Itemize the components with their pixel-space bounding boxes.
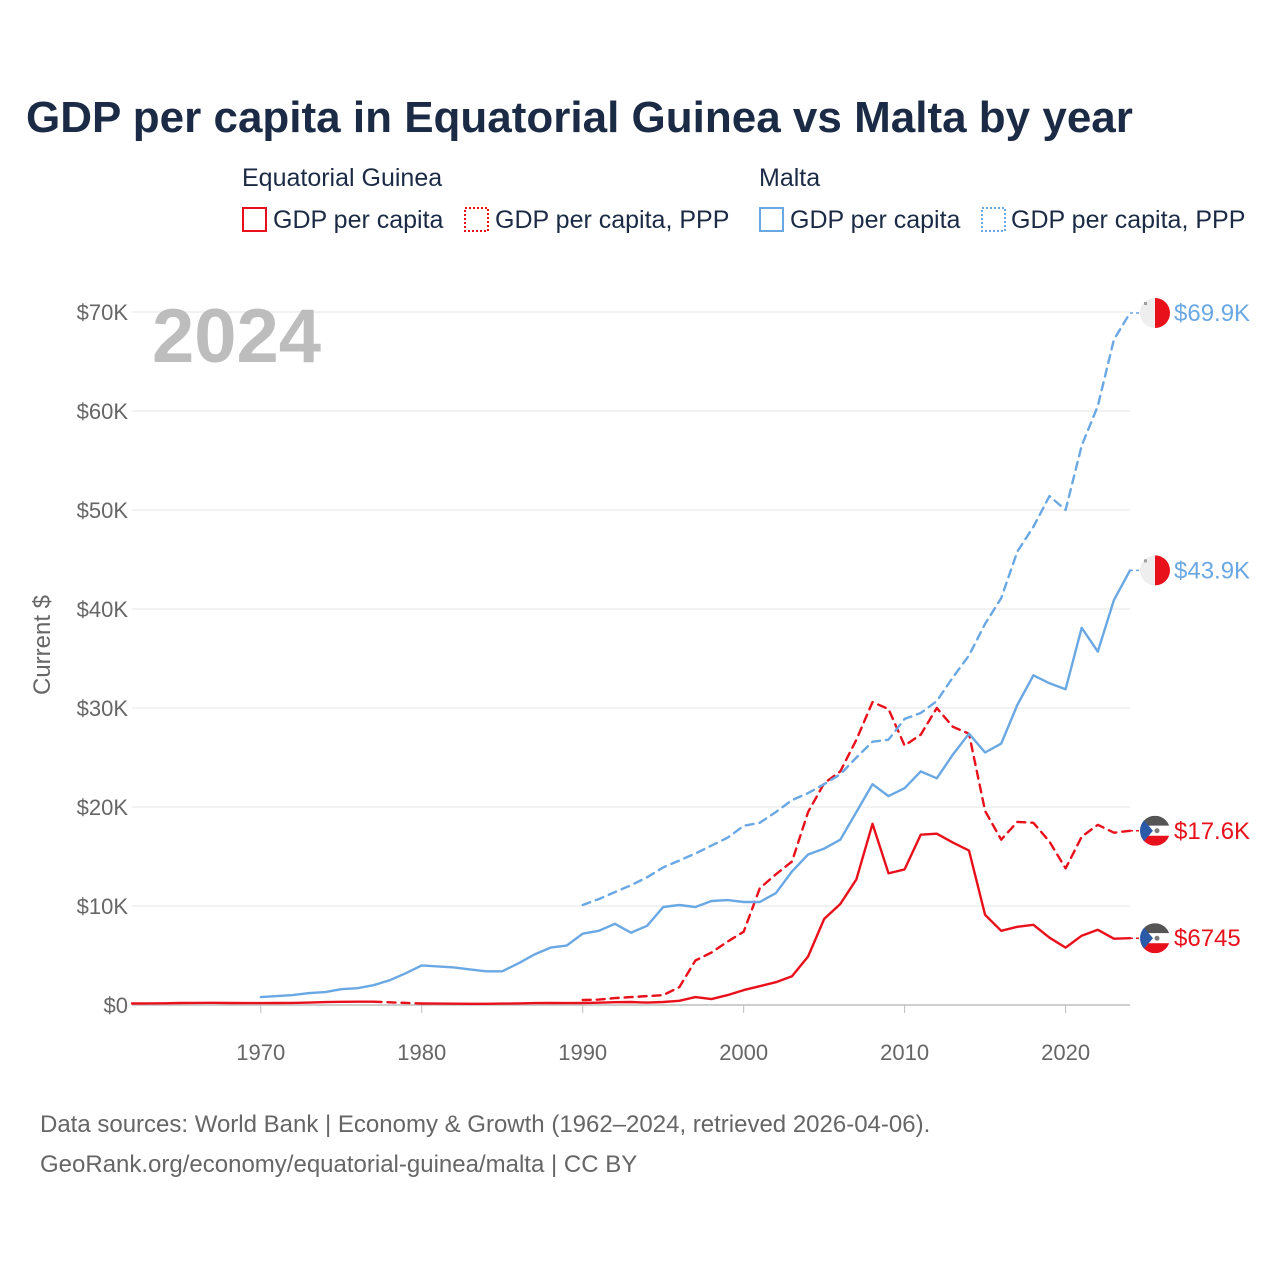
year-label: 2024	[152, 294, 321, 379]
series-line-solid	[259, 569, 1132, 999]
series-line-solid	[420, 822, 1132, 1005]
legend-item-eg-gdp: GDP per capita	[273, 206, 444, 234]
equatorial-guinea-flag-icon	[1140, 923, 1170, 954]
gridlines	[132, 311, 1130, 1006]
malta-flag-icon	[1140, 297, 1170, 328]
y-tick-label: $20K	[77, 795, 129, 820]
legend-swatch-eg-gdp	[242, 207, 267, 232]
y-tick-label: $10K	[77, 894, 129, 919]
legend-item-mt-ppp: GDP per capita, PPP	[1011, 206, 1245, 234]
y-tick-label: $60K	[77, 399, 129, 424]
series-line-dashed	[372, 1000, 423, 1005]
series-line-dashed	[581, 700, 1132, 1002]
x-tick-label: 2020	[1041, 1040, 1090, 1065]
end-value-label: $17.6K	[1174, 818, 1250, 845]
series-lines	[130, 311, 1132, 1005]
legend-item-mt-gdp: GDP per capita	[790, 206, 961, 234]
x-tick-label: 1990	[558, 1040, 607, 1065]
malta-flag-icon	[1140, 555, 1170, 586]
x-tick-label: 2000	[719, 1040, 768, 1065]
legend-group-malta: Malta	[759, 164, 820, 192]
x-tick-label: 2010	[880, 1040, 929, 1065]
source-line-2: GeoRank.org/economy/equatorial-guinea/ma…	[40, 1151, 637, 1178]
y-tick-label: $70K	[77, 300, 129, 325]
y-axis-ticks: $0 $10K $20K $30K $40K $50K $60K $70K	[77, 300, 129, 1018]
end-value-label: $6745	[1174, 925, 1241, 952]
series-2	[259, 569, 1132, 999]
series-1	[581, 700, 1132, 1002]
chart-title: GDP per capita in Equatorial Guinea vs M…	[26, 93, 1133, 142]
source-line-1: Data sources: World Bank | Economy & Gro…	[40, 1111, 930, 1138]
legend-swatch-eg-ppp	[464, 207, 489, 232]
series-0	[130, 822, 1132, 1005]
y-tick-label: $50K	[77, 498, 129, 523]
x-tick-label: 1970	[236, 1040, 285, 1065]
end-value-label: $69.9K	[1174, 300, 1250, 327]
y-axis-label: Current $	[29, 595, 56, 695]
legend-swatch-mt-ppp	[981, 207, 1006, 232]
legend: Equatorial Guinea GDP per capita GDP per…	[242, 164, 1245, 234]
series-3	[581, 311, 1132, 907]
series-line-dashed	[581, 311, 1132, 907]
legend-group-equatorial-guinea: Equatorial Guinea	[242, 164, 442, 192]
x-tick-label: 1980	[397, 1040, 446, 1065]
series-line-solid	[130, 1000, 375, 1005]
equatorial-guinea-flag-icon	[1140, 815, 1170, 846]
y-tick-label: $30K	[77, 696, 129, 721]
end-value-label: $43.9K	[1174, 557, 1250, 584]
y-tick-label: $0	[104, 993, 128, 1018]
y-tick-label: $40K	[77, 597, 129, 622]
end-markers: $6745 $17.6K $43.9K $69.9K	[1130, 297, 1250, 954]
legend-item-eg-ppp: GDP per capita, PPP	[495, 206, 729, 234]
x-axis-ticks: 1970 1980 1990 2000 2010 2020	[236, 1005, 1090, 1065]
legend-swatch-mt-gdp	[759, 207, 784, 232]
